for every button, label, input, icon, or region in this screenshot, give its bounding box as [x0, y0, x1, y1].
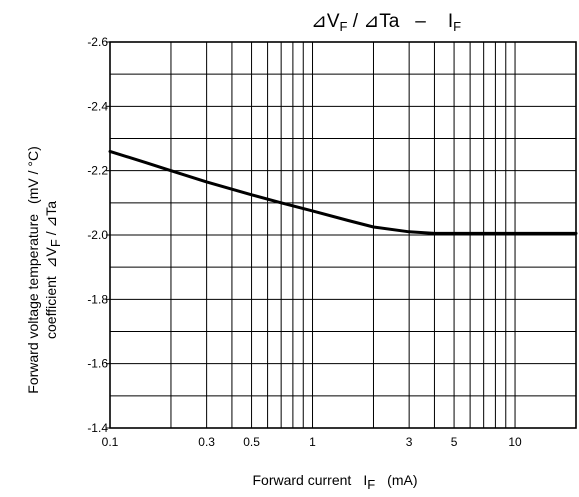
- series-line: [108, 149, 578, 235]
- y-tick-label: -2.2: [87, 164, 108, 178]
- x-tick-label: 3: [406, 435, 413, 449]
- y-axis-label-line1: Forward voltage temperature(mV / °C): [25, 146, 41, 393]
- x-tick-label: 10: [508, 435, 522, 449]
- y-tick-label: -2.6: [87, 35, 108, 49]
- x-axis-label: Forward current IF (mA): [253, 472, 418, 492]
- y-tick-label: -2.0: [87, 228, 108, 242]
- x-tick-label: 0.5: [243, 435, 260, 449]
- y-tick-label: -1.8: [87, 292, 108, 306]
- chart-title: ⊿VF / ⊿Ta – IF: [311, 11, 461, 34]
- x-tick-label: 0.3: [198, 435, 215, 449]
- x-tick-label: 5: [451, 435, 458, 449]
- x-tick-label: 1: [309, 435, 316, 449]
- plot-area: -2.6 -2.4 -2.2 -2.0 -1.8 -1.6 -1.40.1 0.3 0.5 1 3 5…: [87, 35, 578, 449]
- y-tick-label: -1.4: [87, 421, 108, 435]
- y-axis-label-line2: coefficient⊿VF / ⊿Ta: [43, 201, 63, 339]
- y-tick-label: -1.6: [87, 357, 108, 371]
- x-tick-label: 0.1: [102, 435, 119, 449]
- y-tick-label: -2.4: [87, 99, 108, 113]
